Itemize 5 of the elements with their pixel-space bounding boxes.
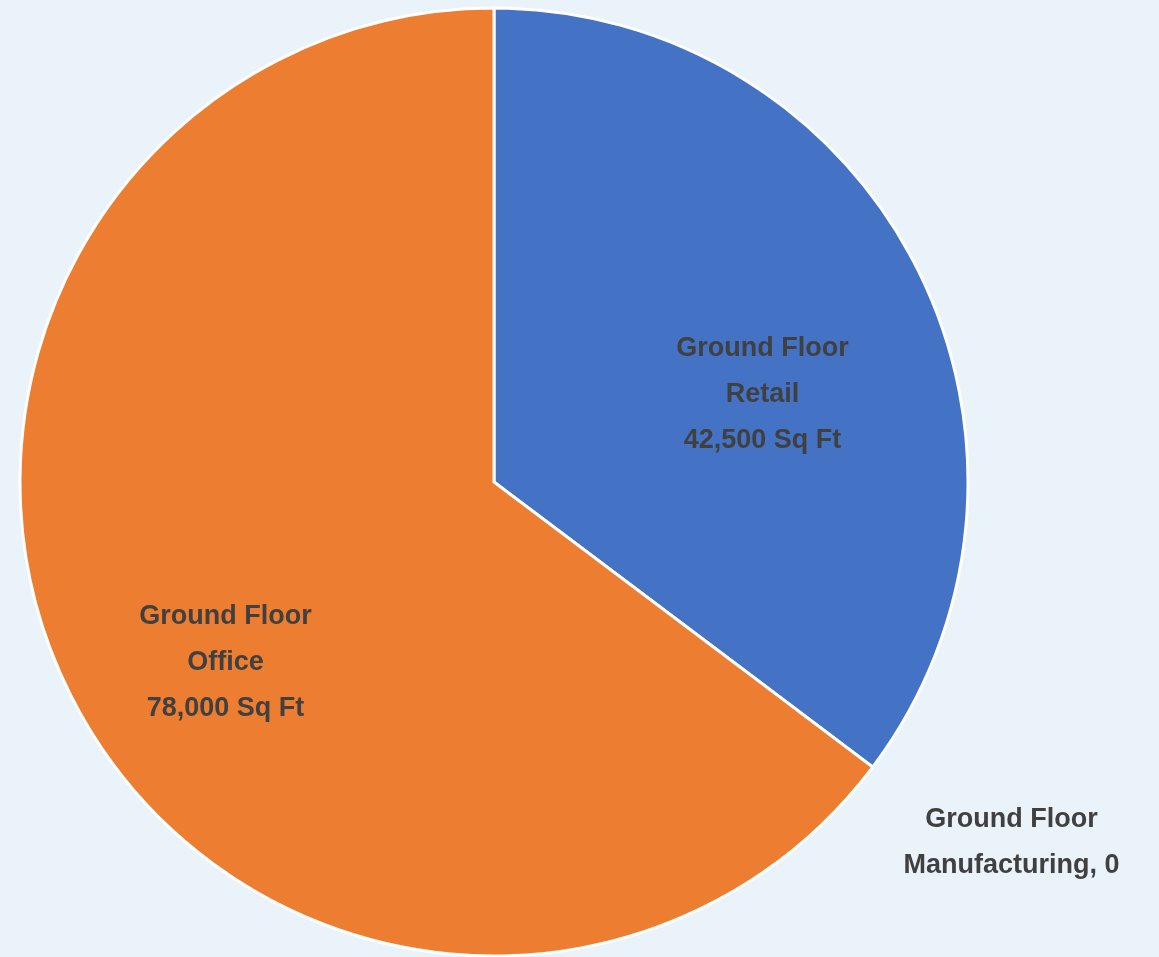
slice-label: Ground Floor Office <box>139 599 313 676</box>
data-label: 42,500 Sq Ft <box>683 424 842 455</box>
data-label: 78,000 Sq Ft <box>146 691 305 722</box>
category-label: Ground Floor Manufacturing, 0 <box>903 802 1120 879</box>
slice-label: Ground Floor Retail <box>676 332 850 409</box>
